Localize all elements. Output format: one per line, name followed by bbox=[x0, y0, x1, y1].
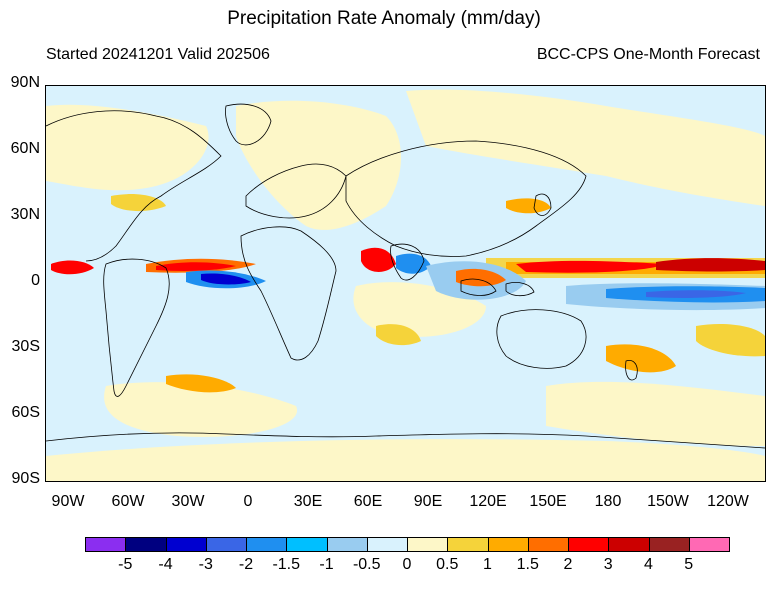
coastline-india bbox=[390, 243, 425, 281]
longitude-label: 90W bbox=[51, 493, 85, 510]
coastline-south-america bbox=[103, 258, 170, 397]
longitude-label: 0 bbox=[243, 493, 253, 510]
colorbar-swatch bbox=[366, 537, 408, 552]
anomaly-negative-atlantic-core bbox=[201, 273, 251, 285]
colorbar-swatch bbox=[246, 537, 288, 552]
coastline-maritime-continent bbox=[460, 278, 535, 297]
latitude-label: 90S bbox=[11, 470, 40, 487]
colorbar-tick-label: 0 bbox=[402, 556, 412, 573]
colorbar-tick-label: 2 bbox=[563, 556, 573, 573]
anomaly-positive-north-america bbox=[46, 104, 209, 191]
anomaly-positive-south-indian bbox=[376, 324, 421, 346]
anomaly-positive-north-pacific bbox=[406, 89, 765, 206]
colorbar-swatch bbox=[326, 537, 368, 552]
coastline-africa bbox=[240, 226, 337, 361]
coastline-asia bbox=[345, 140, 587, 257]
longitude-label: 150E bbox=[529, 493, 567, 510]
longitude-label: 60W bbox=[111, 493, 145, 510]
colorbar-swatch bbox=[125, 537, 167, 552]
latitude-label: 0 bbox=[31, 272, 40, 289]
longitude-label: 60E bbox=[353, 493, 383, 510]
longitude-label: 90E bbox=[413, 493, 443, 510]
colorbar-swatch bbox=[85, 537, 127, 552]
latitude-label: 60S bbox=[11, 404, 40, 421]
colorbar-swatch bbox=[447, 537, 489, 552]
colorbar-tick-label: -1.5 bbox=[272, 556, 301, 573]
colorbar-swatch bbox=[648, 537, 690, 552]
anomaly-positive-south-pacific bbox=[546, 381, 765, 446]
colorbar-tick-label: 5 bbox=[684, 556, 694, 573]
anomaly-negative-bay-of-bengal bbox=[396, 253, 431, 274]
longitude-label: 30W bbox=[171, 493, 205, 510]
colorbar-swatch bbox=[165, 537, 207, 552]
longitude-label: 30E bbox=[293, 493, 323, 510]
anomaly-core-central-pacific bbox=[516, 260, 666, 273]
latitude-label: 60N bbox=[10, 140, 40, 157]
anomaly-positive-arabian-sea bbox=[361, 247, 396, 272]
colorbar-tick-label: -5 bbox=[118, 556, 133, 573]
forecast-dates: Started 20241201 Valid 202506 bbox=[46, 46, 270, 63]
colorbar-swatch bbox=[527, 537, 569, 552]
colorbar-tick-label: -4 bbox=[158, 556, 173, 573]
anomaly-positive-maritime-core bbox=[456, 268, 506, 287]
anomaly-positive-atlantic-core bbox=[156, 262, 236, 271]
longitude-label: 180 bbox=[594, 493, 622, 510]
colorbar-tick-label: -1 bbox=[319, 556, 334, 573]
anomaly-positive-east-pacific bbox=[51, 260, 94, 275]
anomaly-positive-southeast-pacific bbox=[696, 324, 765, 357]
colorbar-tick-label: -0.5 bbox=[352, 556, 381, 573]
map-canvas bbox=[46, 86, 765, 481]
colorbar-tick-label: -3 bbox=[198, 556, 213, 573]
colorbar-swatch bbox=[286, 537, 328, 552]
longitude-label: 120W bbox=[707, 493, 749, 510]
anomaly-positive-eurasia bbox=[236, 100, 401, 230]
coastline-australia bbox=[496, 309, 587, 369]
map-title: Precipitation Rate Anomaly (mm/day) bbox=[227, 8, 541, 29]
coastlines bbox=[46, 103, 765, 449]
anomaly-positive-antarctic bbox=[46, 439, 765, 481]
anomaly-positive-south-atlantic-storm bbox=[166, 374, 236, 393]
colorbar-tick-label: 0.5 bbox=[436, 556, 459, 573]
longitude-label: 150W bbox=[647, 493, 689, 510]
colorbar-swatch bbox=[608, 537, 650, 552]
colorbar-swatch bbox=[205, 537, 247, 552]
anomaly-core-east-pacific bbox=[656, 258, 765, 272]
anomaly-positive-kuroshio bbox=[506, 198, 551, 214]
colorbar-tick-label: 3 bbox=[603, 556, 613, 573]
coastline-new-zealand bbox=[625, 359, 638, 381]
colorbar-swatch bbox=[688, 537, 730, 552]
coastline-japan bbox=[533, 193, 552, 216]
coastline-antarctica bbox=[46, 432, 765, 449]
anomaly-negative-south-pacific-peak bbox=[646, 290, 746, 298]
latitude-label: 30N bbox=[10, 206, 40, 223]
colorbar-tick-label: 1 bbox=[483, 556, 492, 573]
anomaly-positive-south-atlantic bbox=[104, 382, 298, 437]
anomaly-positive-south-pacific-convergence bbox=[606, 344, 676, 373]
coastline-north-america bbox=[46, 110, 222, 262]
colorbar-swatch bbox=[407, 537, 449, 552]
forecast-source: BCC-CPS One-Month Forecast bbox=[536, 46, 760, 63]
colorbar-swatch bbox=[487, 537, 529, 552]
colorbar-tick-label: 4 bbox=[644, 556, 653, 573]
longitude-label: 120E bbox=[469, 493, 507, 510]
latitude-label: 90N bbox=[10, 74, 40, 91]
colorbar-swatch bbox=[568, 537, 610, 552]
anomaly-positive-gulf-stream bbox=[111, 194, 166, 212]
anomaly-field bbox=[46, 89, 765, 481]
precipitation-anomaly-map bbox=[45, 85, 766, 482]
latitude-label: 30S bbox=[11, 338, 40, 355]
coastline-greenland bbox=[225, 103, 272, 146]
colorbar-tick-label: -2 bbox=[238, 556, 254, 573]
colorbar-tick-label: 1.5 bbox=[516, 556, 539, 573]
